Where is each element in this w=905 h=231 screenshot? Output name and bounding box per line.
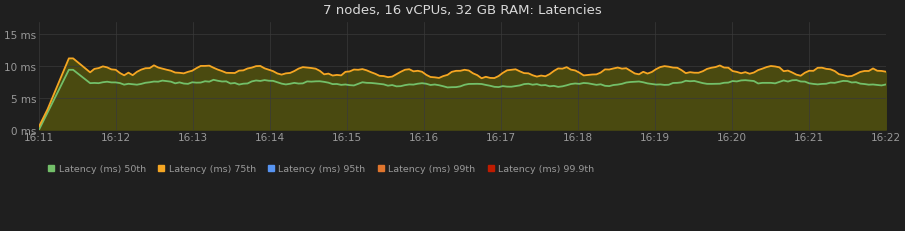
Title: 7 nodes, 16 vCPUs, 32 GB RAM: Latencies: 7 nodes, 16 vCPUs, 32 GB RAM: Latencies bbox=[323, 4, 602, 17]
Legend: Latency (ms) 50th, Latency (ms) 75th, Latency (ms) 95th, Latency (ms) 99th, Late: Latency (ms) 50th, Latency (ms) 75th, La… bbox=[43, 161, 598, 177]
